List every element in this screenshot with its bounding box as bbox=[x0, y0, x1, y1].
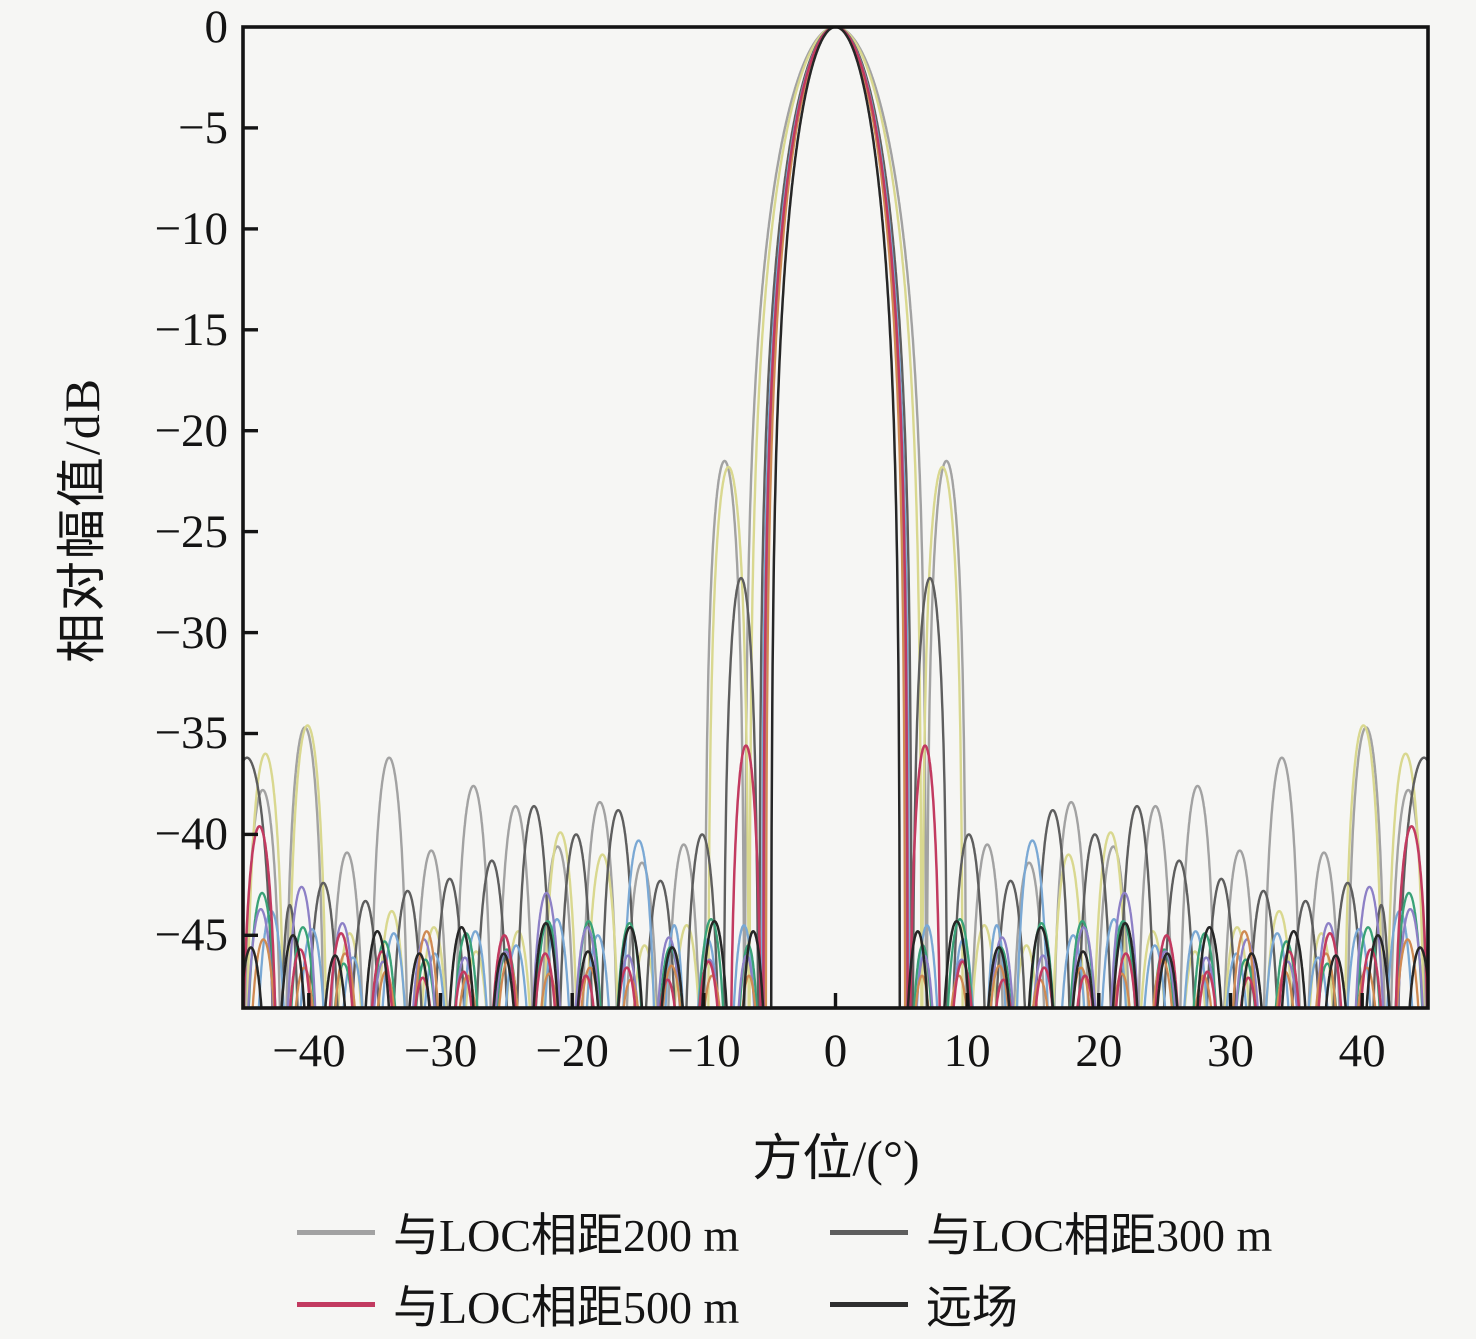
y-tick-label: −30 bbox=[154, 606, 228, 659]
legend-label: 与LOC相距300 m bbox=[926, 1210, 1273, 1261]
x-tick-label: 20 bbox=[1075, 1025, 1123, 1077]
legend-item-1: 与LOC相距300 m bbox=[830, 1199, 1272, 1265]
legend-item-2: 与LOC相距500 m bbox=[297, 1271, 830, 1337]
series-line-unlabeled-3 bbox=[257, 27, 1414, 1008]
y-tick-label: −35 bbox=[154, 707, 228, 760]
series-line-unlabeled-1 bbox=[246, 27, 1425, 1008]
x-tick-label: 30 bbox=[1207, 1025, 1254, 1077]
legend-swatch bbox=[297, 1229, 375, 1235]
x-tick-label: 0 bbox=[823, 1025, 848, 1077]
legend-row: 与LOC相距200 m 与LOC相距300 m bbox=[0, 1196, 1476, 1268]
y-tick-label: −20 bbox=[154, 404, 228, 457]
legend-item-3: 远场 bbox=[830, 1271, 1018, 1337]
x-tick-label: −10 bbox=[667, 1025, 741, 1077]
x-tick-label: 40 bbox=[1338, 1025, 1386, 1077]
y-tick-label: −10 bbox=[154, 202, 228, 255]
y-tick-label: −15 bbox=[154, 303, 228, 356]
legend-label: 与LOC相距500 m bbox=[393, 1282, 740, 1333]
series-line-与LOC相距300 m bbox=[243, 27, 1428, 1008]
series-line-与LOC相距200 m bbox=[244, 27, 1427, 1008]
y-tick-label: −25 bbox=[154, 505, 228, 558]
legend-swatch bbox=[297, 1301, 375, 1307]
x-tick-label: −20 bbox=[535, 1025, 609, 1077]
x-axis-title: 方位/(°) bbox=[752, 1130, 920, 1186]
legend-label: 与LOC相距200 m bbox=[393, 1210, 740, 1261]
x-tick-label: −40 bbox=[272, 1025, 346, 1077]
legend-label: 远场 bbox=[926, 1282, 1018, 1333]
legend-item-0: 与LOC相距200 m bbox=[297, 1199, 830, 1265]
legend: 与LOC相距200 m 与LOC相距300 m 与LOC相距500 m 远场 bbox=[0, 1196, 1476, 1339]
y-tick-label: −5 bbox=[177, 101, 228, 154]
plot-frame bbox=[241, 25, 1430, 1010]
y-tick-label: 0 bbox=[204, 1, 229, 53]
legend-swatch bbox=[830, 1301, 908, 1307]
x-tick-label: 10 bbox=[943, 1025, 991, 1077]
legend-swatch bbox=[830, 1229, 908, 1235]
y-tick-label: −40 bbox=[154, 808, 228, 861]
x-tick-label: −30 bbox=[403, 1025, 478, 1077]
curves-group bbox=[243, 27, 1428, 1008]
axis-ticks bbox=[243, 126, 1364, 1008]
y-tick-label: −45 bbox=[154, 909, 228, 962]
legend-row: 与LOC相距500 m 远场 bbox=[0, 1268, 1476, 1339]
